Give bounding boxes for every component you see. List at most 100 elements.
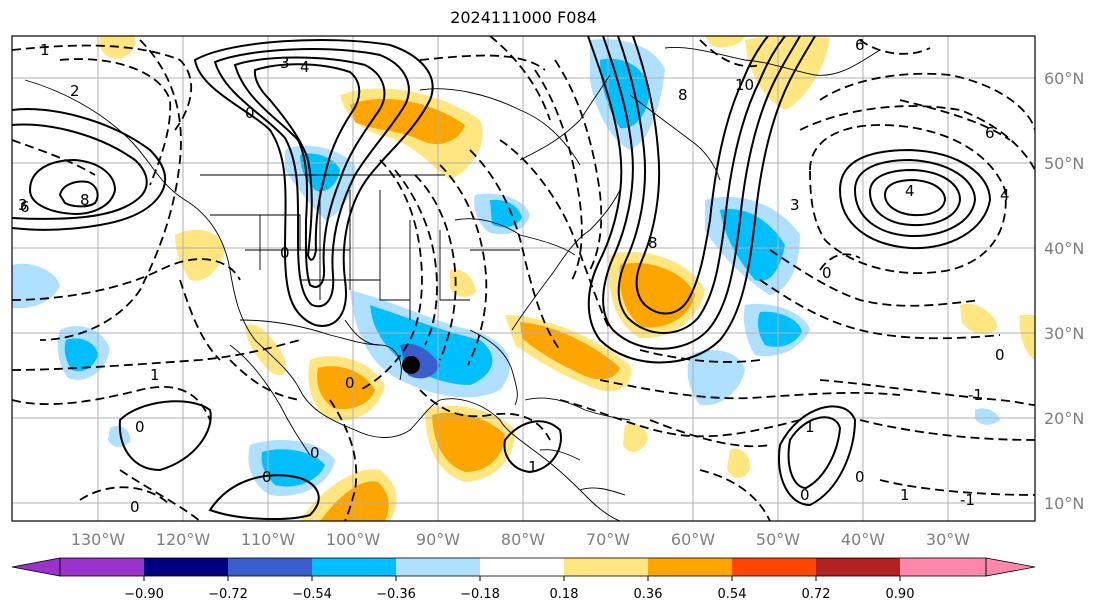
contour-label: 4: [1000, 186, 1010, 204]
colorbar-segment: [900, 558, 986, 576]
shade-blob: [370, 305, 493, 385]
shade-blob: [432, 412, 505, 472]
contour-label: 2: [70, 82, 80, 100]
contour-label: 1: [150, 366, 160, 384]
colorbar-tick-label: −0.90: [124, 587, 164, 602]
map-panel: 2 1 3 8 6 3 4 0 0 0 1 0 0 0 0 1 10 8 8 3: [11, 35, 1036, 522]
colorbar-segment: [816, 558, 900, 576]
lat-label: 30°N: [1044, 324, 1084, 343]
lat-label: 10°N: [1044, 494, 1084, 513]
contour-label: 0: [130, 498, 140, 516]
contour-label: 6: [855, 36, 865, 54]
colorbar-tick-label: 0.72: [802, 587, 831, 602]
colorbar-segment: [396, 558, 480, 576]
longitude-labels: 130°W 120°W 110°W 100°W 90°W 80°W 70°W 6…: [71, 530, 970, 549]
lon-label: 70°W: [586, 530, 630, 549]
contour-label: 6: [985, 124, 995, 142]
colorbar-tick-label: 0.54: [718, 587, 747, 602]
colorbar-tick-label: 0.18: [550, 587, 579, 602]
contour-label: 3: [280, 54, 290, 72]
lon-label: 40°W: [841, 530, 885, 549]
colorbar-segment: [480, 558, 564, 576]
shade-blob: [1019, 315, 1035, 360]
map-title: 2024111000 F084: [450, 8, 597, 27]
colorbar-segment: [564, 558, 648, 576]
colorbar-segment: [732, 558, 816, 576]
shade-blob: [960, 303, 998, 334]
contour-label: 0: [262, 468, 272, 486]
shade-blob: [64, 338, 98, 372]
contour-label: 0: [855, 468, 865, 486]
lat-label: 40°N: [1044, 239, 1084, 258]
lon-label: 100°W: [326, 530, 381, 549]
lon-label: 130°W: [71, 530, 126, 549]
positive-contours: [12, 36, 992, 520]
contour-label: 1: [805, 418, 815, 436]
contour-label: 8: [648, 234, 658, 252]
colorbar-segment: [144, 558, 228, 576]
colorbar-tick-label: −0.54: [292, 587, 332, 602]
shade-blob: [520, 322, 620, 380]
latitude-labels: 60°N 50°N 40°N 30°N 20°N 10°N: [1044, 69, 1084, 513]
contour-label: 3: [18, 196, 28, 214]
shade-blob: [757, 311, 802, 347]
shade-blob: [705, 36, 745, 48]
lon-label: 30°W: [926, 530, 970, 549]
lat-label: 20°N: [1044, 409, 1084, 428]
lon-label: 50°W: [756, 530, 800, 549]
colorbar-tick-label: −0.18: [460, 587, 500, 602]
contour-label: 4: [300, 58, 310, 76]
colorbar-segment: [648, 558, 732, 576]
shade-blob: [727, 448, 751, 479]
lat-label: 60°N: [1044, 69, 1084, 88]
lon-label: 110°W: [241, 530, 296, 549]
coastlines: [24, 47, 881, 521]
shade-blob: [261, 449, 325, 487]
colorbar-segment: [312, 558, 396, 576]
colorbar-tick-label: 0.90: [886, 587, 915, 602]
contour-labels: 2 1 3 8 6 3 4 0 0 0 1 0 0 0 0 1 10 8 8 3: [18, 36, 1010, 516]
shade-blob: [687, 350, 745, 406]
colorbar-tick-label: −0.36: [376, 587, 416, 602]
contour-label: 1: [528, 458, 538, 476]
contour-label: 0: [280, 244, 290, 262]
contour-label: 0: [310, 444, 320, 462]
shade-blob: [317, 366, 375, 410]
contour-label: 1: [900, 486, 910, 504]
colorbar-segment: [228, 558, 312, 576]
colorbar-tick-label: −0.72: [208, 587, 248, 602]
contour-label: -1: [960, 491, 975, 509]
contour-label: 0: [995, 346, 1005, 364]
shade-blob: [623, 423, 648, 452]
contour-label: 0: [245, 104, 255, 122]
map-frame: [11, 35, 1036, 522]
graticule: [12, 36, 1035, 521]
shade-blob: [490, 199, 522, 228]
contour-label: 0: [345, 374, 355, 392]
contour-label: -1: [968, 386, 983, 404]
contour-label: 10: [735, 76, 754, 94]
lon-label: 60°W: [671, 530, 715, 549]
negative-contours: [12, 36, 1035, 521]
lon-label: 80°W: [501, 530, 545, 549]
shade-blob: [975, 408, 1000, 425]
colorbar-tick-label: 0.36: [634, 587, 663, 602]
colorbar-extend-low: [11, 557, 61, 577]
lon-label: 120°W: [156, 530, 211, 549]
contour-label: 4: [905, 182, 915, 200]
contour-label: 6: [20, 198, 30, 216]
contour-label: 1: [40, 41, 50, 59]
lon-label: 90°W: [416, 530, 460, 549]
lat-label: 50°N: [1044, 154, 1084, 173]
contour-label: 8: [80, 191, 90, 209]
location-marker: [402, 356, 420, 374]
colorbar-ticks: [143, 576, 901, 581]
shade-blob: [12, 263, 60, 309]
contour-label: 3: [790, 196, 800, 214]
shade-blob: [320, 481, 389, 521]
contour-label: 0: [135, 418, 145, 436]
colorbar-frame: [59, 557, 987, 577]
colorbar: −0.90 −0.72 −0.54 −0.36 −0.18 0.18 0.36 …: [11, 557, 1036, 602]
colorbar-extend-high: [985, 557, 1036, 577]
